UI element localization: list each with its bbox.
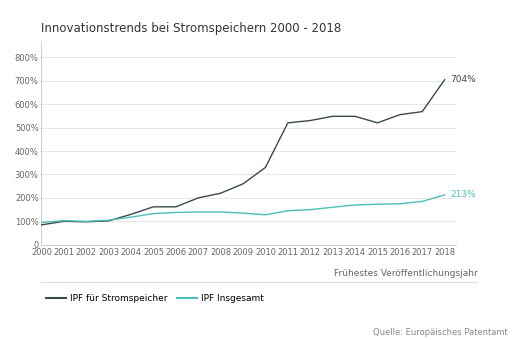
Legend: IPF für Stromspeicher, IPF Insgesamt: IPF für Stromspeicher, IPF Insgesamt — [46, 294, 264, 303]
X-axis label: Frühestes Veröffentlichungsjahr: Frühestes Veröffentlichungsjahr — [334, 269, 478, 278]
Text: 213%: 213% — [450, 190, 476, 199]
Text: Quelle: Europäisches Patentamt: Quelle: Europäisches Patentamt — [373, 328, 508, 337]
Text: 704%: 704% — [450, 75, 476, 84]
Text: Innovationstrends bei Stromspeichern 2000 - 2018: Innovationstrends bei Stromspeichern 200… — [41, 22, 342, 35]
